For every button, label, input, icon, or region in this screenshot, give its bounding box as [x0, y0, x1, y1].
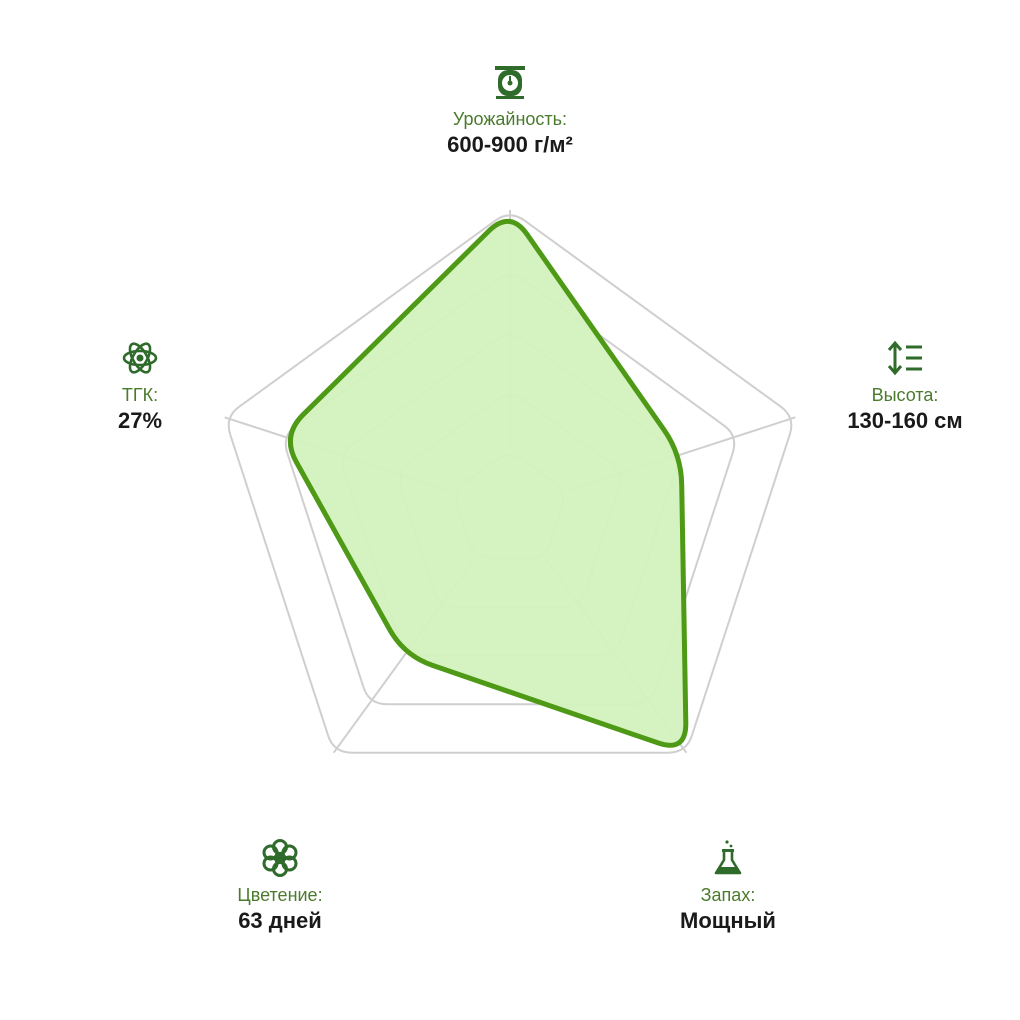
atom-icon — [122, 342, 158, 374]
axis-smell: Запах: Мощный — [608, 838, 848, 936]
radar-series — [281, 209, 689, 753]
axis-label-bloom: Цветение: — [237, 885, 323, 905]
axis-value-height: 130-160 см — [847, 408, 963, 433]
axis-label-smell: Запах: — [700, 885, 756, 905]
axis-yield: Урожайность: 600-900 г/м² — [390, 62, 630, 160]
axis-label-height: Высота: — [871, 385, 939, 405]
flask-icon — [714, 840, 742, 875]
axis-value-thc: 27% — [117, 408, 163, 433]
series-area — [287, 218, 689, 748]
scale-icon — [495, 66, 525, 99]
axis-label-thc: ТГК: — [121, 385, 159, 405]
axis-label-yield: Урожайность: — [452, 109, 568, 129]
flower-icon — [262, 839, 298, 877]
height-arrows-icon — [887, 340, 922, 376]
axis-height: Высота: 130-160 см — [785, 338, 1020, 436]
grid-ring-5 — [227, 214, 793, 754]
axis-thc: ТГК: 27% — [20, 338, 260, 436]
axis-value-yield: 600-900 г/м² — [447, 132, 573, 157]
axis-value-smell: Мощный — [680, 908, 776, 933]
axis-bloom: Цветение: 63 дней — [160, 838, 400, 936]
axis-value-bloom: 63 дней — [238, 908, 322, 933]
